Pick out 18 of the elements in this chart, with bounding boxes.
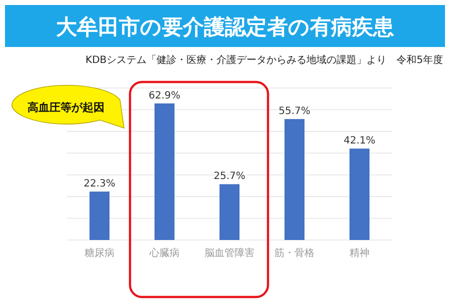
bar — [284, 119, 304, 240]
x-tick-label: 筋・骨格 — [274, 247, 314, 259]
x-tick-label: 糖尿病 — [84, 247, 114, 259]
x-tick-label: 脳血管障害 — [204, 247, 254, 259]
chart-title: 大牟田市の要介護認定者の有病疾患 — [56, 15, 395, 39]
x-tick-label: 精神 — [350, 247, 370, 259]
bar — [90, 192, 110, 240]
bar — [220, 184, 240, 240]
bar — [154, 103, 174, 240]
data-label: 62.9% — [148, 90, 180, 102]
data-label: 25.7% — [214, 171, 246, 182]
data-label: 55.7% — [278, 106, 310, 118]
bar — [350, 148, 370, 240]
data-label: 42.1% — [344, 136, 376, 147]
x-tick-label: 心臓病 — [148, 247, 180, 259]
annotation: 高血圧等が起因 — [28, 101, 104, 114]
data-label: 22.3% — [84, 178, 116, 190]
chart-subtitle: KDBシステム「健診・医療・介護データからみる地域の課題」より 令和5年度 — [86, 54, 443, 66]
